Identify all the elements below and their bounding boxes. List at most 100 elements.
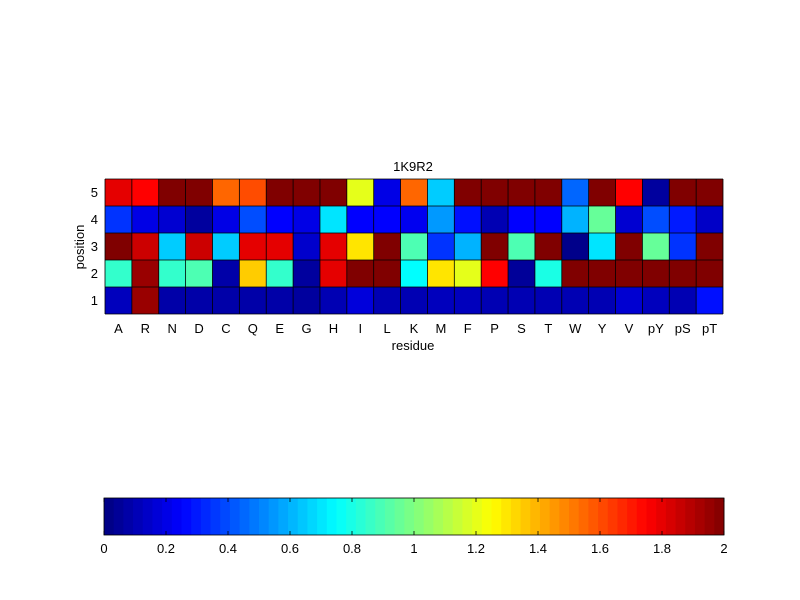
heatmap-cell: [185, 233, 213, 260]
heatmap-cell: [158, 260, 186, 287]
heatmap-cell: [373, 260, 401, 287]
colorbar-segment: [598, 498, 609, 535]
heatmap-cell: [293, 179, 320, 206]
colorbar-segment: [249, 498, 260, 535]
x-tick-label: P: [490, 321, 499, 336]
heatmap-cell: [400, 287, 428, 314]
x-tick-label: V: [625, 321, 634, 336]
heatmap-cell: [481, 260, 509, 287]
colorbar-segment: [414, 498, 425, 535]
x-tick-label: S: [517, 321, 526, 336]
heatmap-cell: [373, 287, 401, 314]
heatmap-cell: [158, 287, 186, 314]
colorbar-segment: [481, 498, 492, 535]
heatmap-cell: [266, 287, 294, 314]
heatmap-cell: [588, 233, 616, 260]
y-tick-label: 1: [91, 293, 98, 308]
heatmap-cell: [131, 287, 159, 314]
colorbar-segment: [607, 498, 618, 535]
colorbar-segment: [491, 498, 502, 535]
heatmap-cell: [185, 179, 213, 206]
heatmap-cell: [185, 287, 213, 314]
heatmap-cell: [346, 233, 374, 260]
heatmap-cell: [346, 206, 374, 233]
heatmap-cell: [400, 260, 428, 287]
colorbar: [103, 497, 725, 536]
heatmap-cell: [508, 179, 535, 206]
heatmap-cell: [105, 206, 132, 233]
heatmap-cell: [427, 206, 455, 233]
colorbar-segment: [520, 498, 531, 535]
colorbar-segment: [220, 498, 231, 535]
heatmap-cell: [346, 179, 374, 206]
heatmap-cells: [105, 179, 723, 314]
colorbar-segment: [685, 498, 696, 535]
colorbar-segment: [336, 498, 347, 535]
heatmap-cell: [696, 233, 723, 260]
heatmap-cell: [319, 206, 347, 233]
x-tick-label: E: [275, 321, 284, 336]
x-tick-label: pS: [675, 321, 691, 336]
heatmap-cell: [615, 179, 643, 206]
heatmap-cell: [212, 206, 240, 233]
colorbar-segment: [210, 498, 221, 535]
colorbar-segment: [288, 498, 299, 535]
heatmap-cell: [427, 233, 455, 260]
colorbar-segment: [171, 498, 182, 535]
colorbar-segment: [317, 498, 328, 535]
colorbar-segment: [239, 498, 250, 535]
colorbar-segment: [452, 498, 463, 535]
colorbar-segment: [142, 498, 153, 535]
colorbar-segment: [346, 498, 357, 535]
heatmap-cell: [293, 260, 320, 287]
colorbar-tick-label: 0: [100, 541, 107, 556]
heatmap-cell: [615, 287, 643, 314]
heatmap-cell: [588, 206, 616, 233]
heatmap-cell: [239, 260, 267, 287]
colorbar-segment: [675, 498, 686, 535]
x-tick-label: M: [435, 321, 446, 336]
y-tick-labels: 1 2 3 4 5: [91, 185, 98, 308]
colorbar-segment: [365, 498, 376, 535]
heatmap-cell: [642, 287, 670, 314]
colorbar-segment: [307, 498, 318, 535]
heatmap-cell: [427, 287, 455, 314]
colorbar-segment: [539, 498, 551, 535]
heatmap-cell: [588, 179, 616, 206]
y-tick-label: 2: [91, 266, 98, 281]
colorbar-tick-label: 1.6: [591, 541, 609, 556]
colorbar-segment: [559, 498, 570, 535]
colorbar-tick-label: 2: [720, 541, 727, 556]
colorbar-segment: [714, 498, 725, 535]
colorbar-segment: [200, 498, 211, 535]
y-axis-label: position: [72, 225, 87, 270]
colorbar-segment: [510, 498, 521, 535]
heatmap-cell: [534, 260, 562, 287]
heatmap-cell: [588, 260, 616, 287]
x-tick-label: C: [221, 321, 230, 336]
heatmap-cell: [105, 233, 132, 260]
heatmap-cell: [508, 233, 535, 260]
x-tick-label: Q: [248, 321, 258, 336]
x-tick-label: R: [141, 321, 150, 336]
colorbar-segment: [530, 498, 541, 535]
heatmap-cell: [239, 206, 267, 233]
heatmap-cell: [158, 233, 186, 260]
colorbar-segment: [549, 498, 560, 535]
colorbar-segment: [278, 498, 289, 535]
heatmap-cell: [266, 179, 294, 206]
x-tick-label: pT: [702, 321, 717, 336]
heatmap-cell: [696, 179, 723, 206]
heatmap-cell: [615, 260, 643, 287]
heatmap-grid: [104, 178, 724, 315]
colorbar-tick-labels: 0 0.2 0.4 0.6 0.8 1 1.2 1.4 1.6 1.8 2: [100, 498, 728, 556]
heatmap-cell: [696, 260, 723, 287]
heatmap-cell: [319, 260, 347, 287]
heatmap-cell: [561, 260, 589, 287]
heatmap-cell: [373, 233, 401, 260]
heatmap-cell: [642, 260, 670, 287]
colorbar-tick-label: 1: [410, 541, 417, 556]
heatmap-cell: [212, 179, 240, 206]
colorbar-segment: [229, 498, 241, 535]
heatmap-cell: [185, 206, 213, 233]
